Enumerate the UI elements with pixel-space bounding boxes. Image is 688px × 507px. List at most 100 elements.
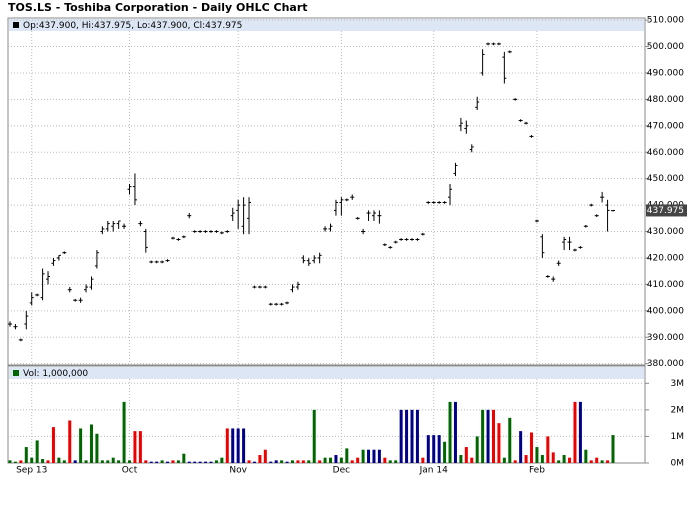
volume-bar [329, 457, 333, 463]
volume-bar [301, 460, 305, 463]
volume-bar [399, 409, 403, 463]
y-tick-label: 460.000 [647, 148, 684, 158]
volume-bar [117, 460, 121, 463]
volume-bar [481, 409, 485, 463]
volume-bar [475, 436, 479, 463]
volume-bar [367, 449, 371, 463]
volume-bar [459, 455, 463, 463]
volume-bar [214, 460, 218, 463]
volume-bar [231, 428, 235, 463]
volume-bar [138, 431, 142, 463]
volume-bar [73, 460, 77, 463]
volume-legend-band [9, 367, 644, 379]
legend-swatch [13, 22, 19, 28]
volume-bar [258, 455, 262, 463]
volume-bar [372, 449, 376, 463]
volume-bar [106, 460, 110, 463]
volume-bar [24, 447, 28, 463]
volume-bar [437, 435, 441, 463]
x-tick-label: Feb [529, 466, 545, 476]
volume-bar [19, 460, 23, 463]
volume-bar [111, 457, 115, 463]
price-legend: Op:437.900, Hi:437.975, Lo:437.900, Cl:4… [23, 21, 242, 31]
volume-bar [285, 461, 289, 463]
volume-bar [350, 460, 354, 463]
volume-bar [8, 460, 12, 463]
volume-bar [84, 460, 88, 463]
volume-bar [557, 460, 561, 463]
volume-bar [361, 449, 365, 463]
volume-bar [41, 459, 45, 463]
volume-bar [568, 457, 572, 463]
volume-bar [584, 449, 588, 463]
volume-bar [312, 409, 316, 463]
x-tick-label: Oct [122, 466, 138, 476]
volume-bar [274, 460, 278, 463]
volume-bar [30, 457, 34, 463]
volume-bar [133, 431, 137, 463]
volume-bar [155, 461, 159, 463]
volume-bar [530, 432, 534, 463]
volume-bar [551, 452, 555, 463]
y-tick-label: 380.000 [647, 359, 684, 369]
volume-bar [149, 461, 153, 463]
volume-bar [13, 461, 17, 463]
volume-bar [166, 461, 170, 463]
legend-swatch [13, 370, 19, 376]
x-tick-label: Nov [229, 466, 247, 476]
x-tick-label: Jan 14 [419, 466, 448, 476]
volume-bar [410, 409, 414, 463]
y-tick-label: 490.000 [647, 68, 684, 78]
volume-bar [562, 455, 566, 463]
volume-bar [497, 423, 501, 463]
y-tick-label: 0M [671, 459, 685, 469]
volume-bar [502, 457, 506, 463]
volume-bar [290, 460, 294, 463]
volume-bar [176, 460, 180, 463]
volume-bar [405, 409, 409, 463]
volume-bar [339, 457, 343, 463]
volume-bar [307, 460, 311, 463]
volume-bar [519, 431, 523, 463]
volume-bar [486, 409, 490, 463]
volume-bar [220, 457, 224, 463]
x-tick-label: Sep 13 [16, 466, 47, 476]
volume-bar [573, 401, 577, 463]
volume-bar [356, 457, 360, 463]
y-tick-label: 470.000 [647, 121, 684, 131]
volume-bar [589, 460, 593, 463]
volume-bar [269, 461, 273, 463]
volume-bar [611, 435, 615, 463]
volume-bar [144, 460, 148, 463]
volume-bar [79, 428, 83, 463]
y-tick-label: 3M [671, 379, 685, 389]
volume-bar [62, 460, 66, 463]
volume-bar [606, 460, 610, 463]
y-tick-label: 410.000 [647, 280, 684, 290]
volume-bar [453, 401, 457, 463]
volume-bar [595, 457, 599, 463]
volume-bar [100, 460, 104, 463]
volume-bar [524, 455, 528, 463]
volume-bar [383, 457, 387, 463]
volume-bar [415, 409, 419, 463]
volume-bar [318, 460, 322, 463]
volume-bar [122, 401, 126, 463]
volume-bar [491, 409, 495, 463]
y-tick-label: 400.000 [647, 306, 684, 316]
y-tick-label: 500.000 [647, 42, 684, 52]
volume-bar [182, 453, 186, 463]
volume-bar [448, 401, 452, 463]
volume-bar [426, 435, 430, 463]
volume-bar [323, 457, 327, 463]
volume-bar [470, 457, 474, 463]
volume-bar [421, 457, 425, 463]
volume-bar [198, 461, 202, 463]
volume-bar [95, 433, 99, 463]
volume-legend: Vol: 1,000,000 [23, 369, 88, 379]
volume-bar [225, 428, 229, 463]
volume-bar [280, 460, 284, 463]
volume-bar [171, 460, 175, 463]
last-price-box [646, 204, 687, 217]
volume-bar [600, 460, 604, 463]
